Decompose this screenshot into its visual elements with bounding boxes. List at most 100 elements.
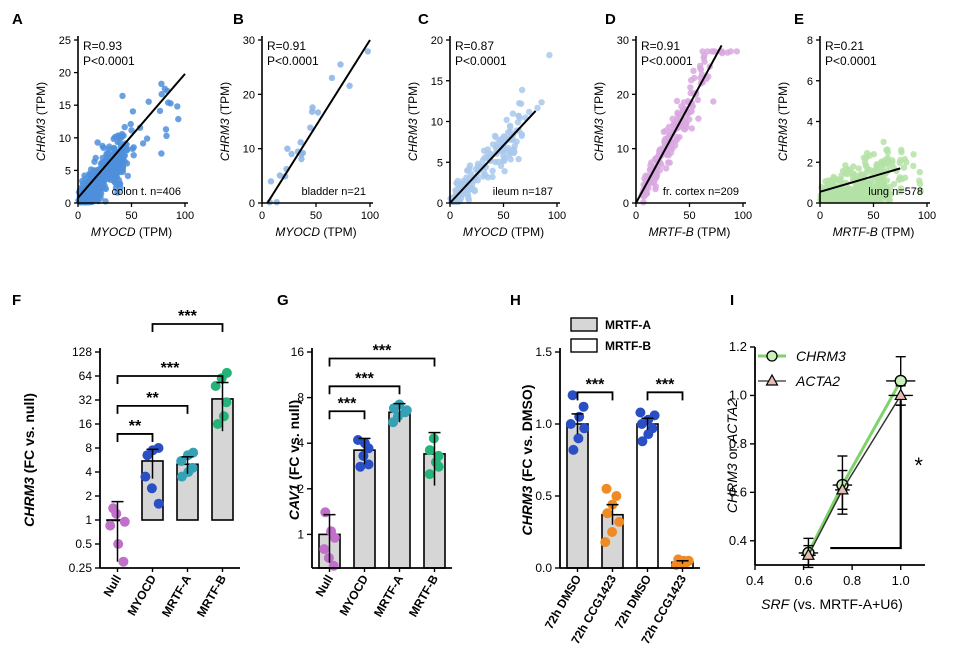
scatter-point — [328, 74, 336, 82]
data-point — [111, 508, 122, 519]
scatter-point — [506, 152, 513, 159]
y-tick-label: 1.0 — [729, 387, 747, 402]
scatter-point — [864, 166, 871, 173]
x-gene-name: SRF — [761, 596, 790, 612]
y-tick-label: 16 — [291, 345, 305, 359]
x-unit: (vs. MRTF-A+U6) — [789, 596, 903, 612]
tissue-n-label: bladder n=21 — [301, 186, 366, 198]
scatter-point — [308, 108, 316, 115]
scatter-point — [663, 150, 670, 158]
scatter-point — [110, 135, 117, 142]
y-tick-label: 16 — [79, 417, 93, 431]
data-point — [401, 405, 412, 416]
y-tick-label: 10 — [617, 144, 629, 156]
triangle-marker — [835, 482, 849, 495]
y-unit: (FC vs. null) — [21, 393, 37, 477]
scatter-point — [337, 61, 344, 68]
scatter-point — [880, 138, 887, 146]
scatter-point — [875, 193, 882, 200]
scatter-point — [887, 183, 894, 190]
y-axis-label: CHRM3 (TPM) — [218, 82, 232, 161]
scatter-point — [127, 120, 134, 128]
x-tick-label: 50 — [683, 210, 695, 222]
data-point — [433, 461, 444, 472]
scatter-point — [538, 99, 545, 106]
data-point — [673, 554, 684, 565]
x-tick-label: 50 — [125, 210, 137, 222]
y-gene-name: CHRM3 — [724, 463, 740, 513]
scatter-point — [864, 189, 871, 197]
scatter-point — [701, 52, 708, 59]
y-tick-label: 2 — [85, 489, 92, 503]
r-value: R=0.93 — [83, 39, 122, 53]
panel-c: C 0 50 100 0 5 10 15 20 R=0.87P<0.0001 ileum n=187… — [406, 11, 566, 239]
scatter-point — [491, 132, 499, 140]
scatter-point — [687, 108, 694, 115]
scatter-point — [662, 165, 670, 172]
significance-bracket — [646, 391, 684, 401]
scatter-point — [834, 196, 842, 204]
scatter-point — [121, 152, 128, 159]
scatter-point — [688, 125, 696, 132]
y-tick-label: 64 — [79, 369, 93, 383]
category-label: Null — [101, 573, 124, 600]
data-point — [579, 423, 590, 434]
panel-d: D 0 50 100 0 10 20 30 R=0.91P<0.0001 fr. cortex n… — [592, 11, 752, 239]
scatter-point — [518, 132, 525, 139]
scatter-point — [916, 168, 923, 176]
y-axis-label: CHRM3 (TPM) — [34, 82, 48, 161]
x-tick-label: 100 — [176, 210, 194, 222]
scatter-point — [651, 155, 659, 163]
significance-bracket — [328, 385, 401, 395]
r-value: R=0.21 — [825, 39, 864, 53]
category-label: MRTF-A — [371, 572, 406, 619]
scatter-point — [825, 196, 832, 204]
data-point — [218, 411, 229, 422]
scatter-point — [158, 150, 165, 157]
y-unit: (FC vs. DMSO) — [519, 385, 535, 486]
x-gene-name: MRTF-B — [833, 225, 878, 239]
data-point — [358, 450, 369, 461]
scatter-point — [94, 179, 101, 187]
regression-line — [819, 167, 901, 193]
y-gene-name: CHRM3 — [21, 477, 37, 527]
scatter-point — [869, 191, 876, 199]
scatter-point — [916, 180, 924, 188]
y-tick-label: 15 — [431, 76, 443, 88]
y-tick-label: 30 — [243, 35, 255, 47]
scatter-point — [463, 189, 470, 196]
y-tick-label: 0 — [437, 198, 443, 210]
y-tick-label: 0.0 — [535, 561, 552, 575]
scatter-point — [492, 144, 500, 152]
scatter-point — [92, 154, 99, 162]
scatter-point — [687, 84, 694, 91]
x-gene-name: MRTF-B — [649, 225, 694, 239]
scatter-point — [476, 162, 483, 170]
y-tick-label: 1.0 — [535, 417, 552, 431]
data-point — [565, 419, 576, 429]
scatter-point — [733, 48, 741, 55]
data-point — [637, 436, 648, 447]
scatter-point — [267, 178, 275, 185]
scatter-point — [129, 108, 137, 115]
scatter-point — [83, 198, 90, 206]
significance-stars: *** — [355, 370, 374, 387]
x-unit: (TPM) — [878, 225, 915, 239]
y-tick-label: 32 — [79, 393, 93, 407]
scatter-point — [860, 196, 867, 204]
scatter-point — [123, 160, 131, 167]
significance-stars: ** — [129, 418, 142, 435]
legend-label: MRTF-B — [605, 339, 651, 353]
scatter-point — [143, 135, 151, 142]
y-axis-label: CHRM3 (TPM) — [406, 82, 420, 161]
legend-triangle — [765, 373, 779, 386]
regression-line — [77, 73, 186, 199]
scatter-point — [897, 157, 904, 164]
y-gene-name: CHRM3 — [218, 118, 232, 161]
significance-bracket — [328, 410, 366, 420]
data-point — [118, 556, 129, 567]
x-tick-label: 100 — [918, 210, 936, 222]
y-tick-label: 20 — [243, 89, 255, 101]
p-value: P<0.0001 — [455, 54, 507, 68]
scatter-point — [511, 148, 518, 156]
